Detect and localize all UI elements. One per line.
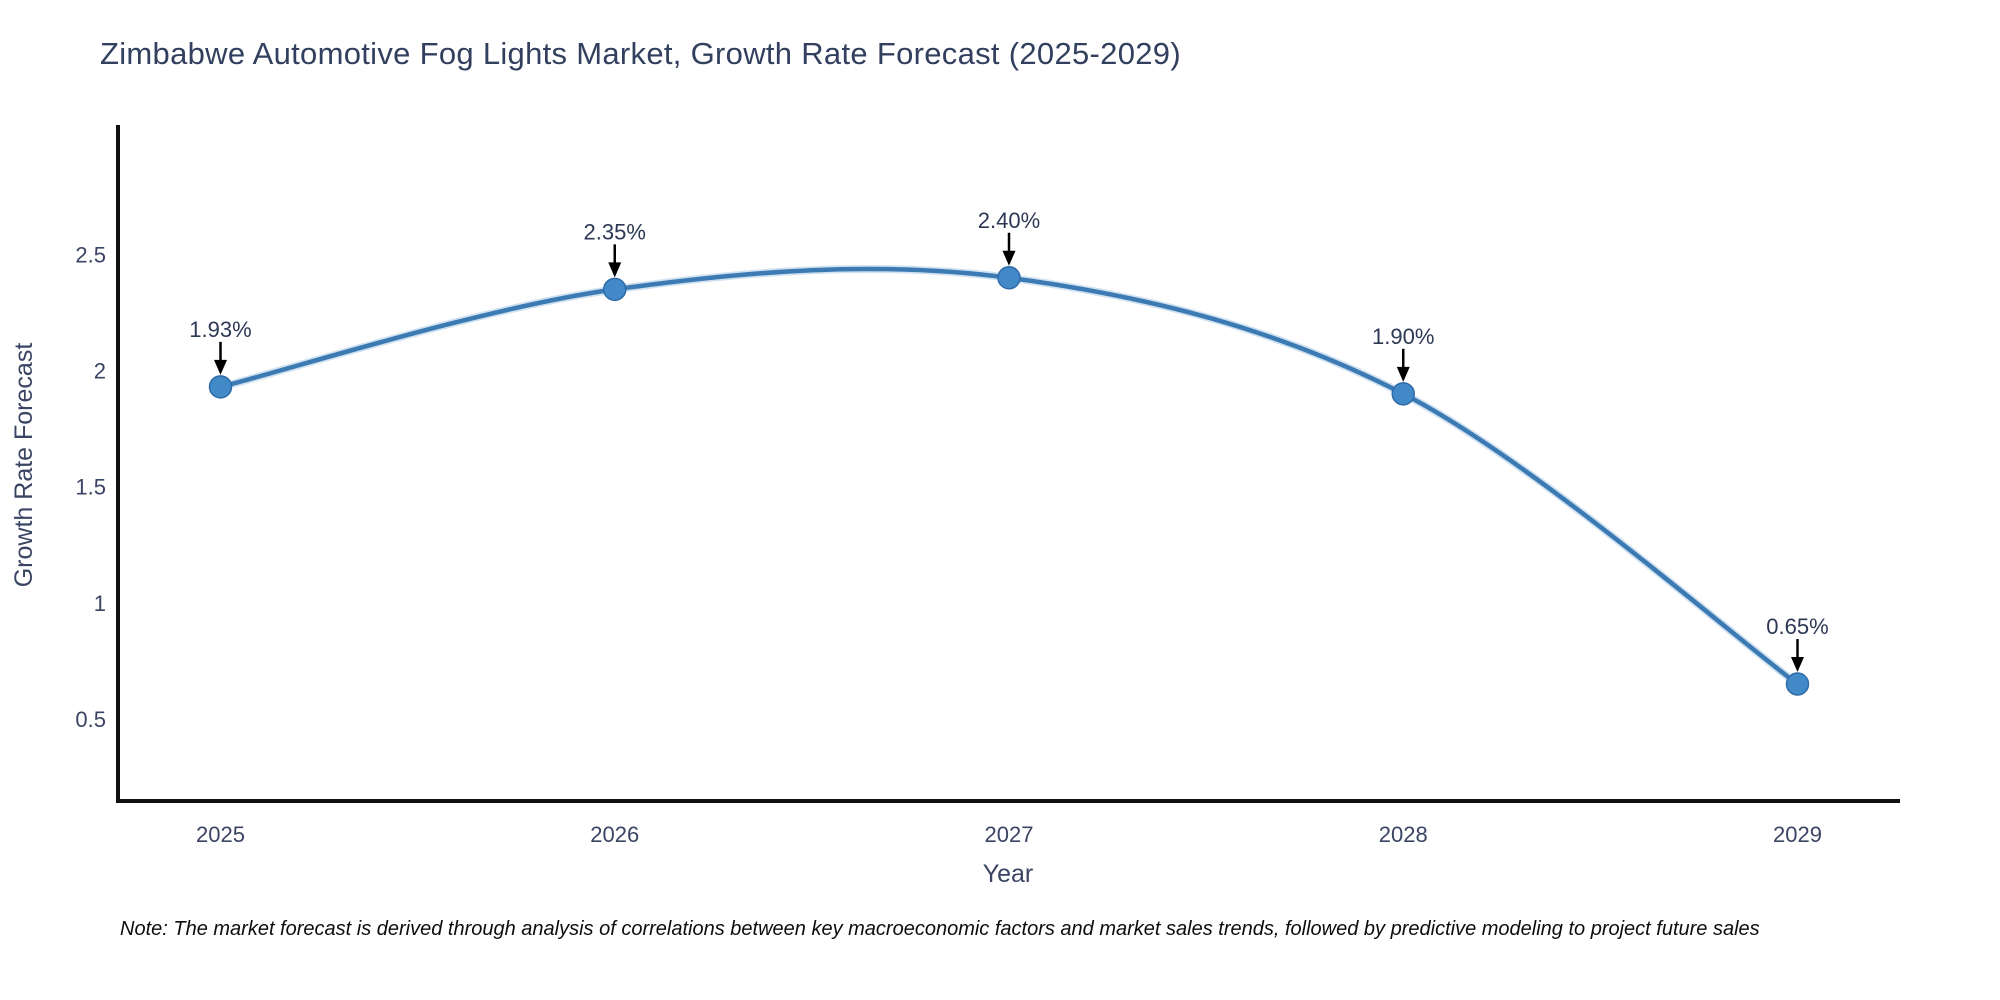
y-tick-label: 0.5 (75, 707, 106, 732)
data-point-marker (1785, 672, 1810, 696)
y-tick-label: 2.5 (75, 243, 106, 268)
data-point-marker (208, 375, 233, 399)
line-chart: 1.93% 2.35% 2.40% 1.90% 0.65% 0.5 1 1.5 2 2.5 2025… (10, 125, 1900, 888)
trend-line (218, 266, 1800, 687)
x-axis-title: Year (983, 860, 1034, 888)
chart-title: Zimbabwe Automotive Fog Lights Market, G… (100, 36, 1181, 71)
annotation-arrowhead (1002, 250, 1016, 266)
y-tick-label: 1 (94, 591, 106, 616)
annotation-arrowhead (1790, 657, 1804, 672)
x-tick-label: 2027 (985, 822, 1034, 847)
annotation-label: 1.93% (189, 317, 251, 342)
annotation-label: 2.35% (584, 219, 646, 244)
annotation-label: 1.90% (1372, 324, 1434, 349)
y-axis-title: Growth Rate Forecast (10, 343, 38, 588)
data-point-marker (1391, 382, 1415, 406)
trend-line-halo (216, 264, 1802, 688)
annotation-arrowhead (1396, 366, 1410, 382)
x-tick-label: 2028 (1379, 822, 1428, 847)
annotation-label: 2.40% (978, 208, 1040, 233)
annotation-arrowhead (608, 262, 622, 278)
y-tick-label: 2 (94, 359, 106, 384)
x-tick-label: 2025 (196, 822, 245, 847)
x-tick-label: 2026 (590, 822, 639, 847)
annotation-label: 0.65% (1766, 614, 1828, 639)
chart-footnote: Note: The market forecast is derived thr… (120, 918, 1760, 940)
annotation-arrowhead (214, 359, 228, 375)
data-point-marker (997, 266, 1021, 290)
data-point-marker (603, 277, 627, 302)
y-tick-label: 1.5 (75, 475, 106, 500)
x-tick-label: 2029 (1773, 822, 1822, 847)
